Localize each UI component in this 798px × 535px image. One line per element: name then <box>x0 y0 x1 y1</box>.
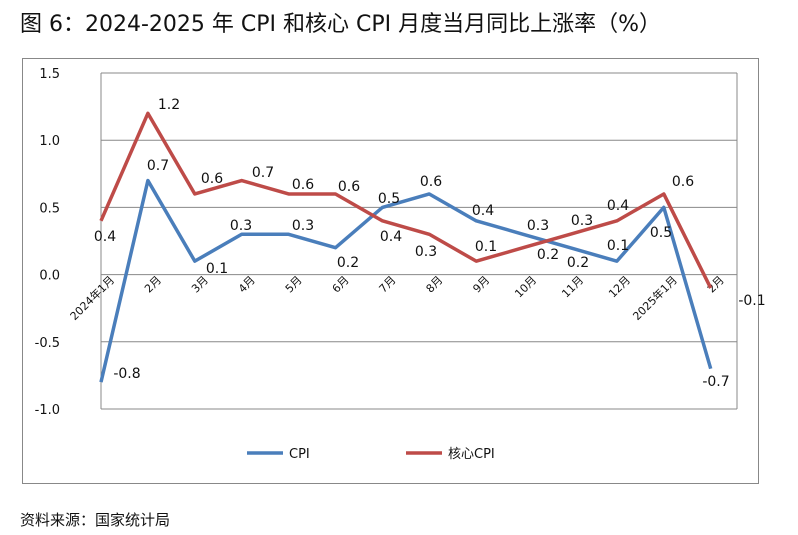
data-label: 0.4 <box>380 229 402 245</box>
y-tick-label: 0.5 <box>39 201 60 216</box>
data-label: -0.8 <box>113 366 140 382</box>
data-label: 0.6 <box>338 179 360 195</box>
x-tick-label: 11月 <box>559 274 586 301</box>
data-label: 0.1 <box>607 238 629 254</box>
x-tick-label: 7月 <box>377 274 399 296</box>
x-tick-label: 9月 <box>470 274 492 296</box>
data-label: 1.2 <box>158 97 180 113</box>
data-label: 0.3 <box>230 218 252 234</box>
data-label: 0.2 <box>567 255 589 271</box>
data-label: 0.6 <box>292 177 314 193</box>
x-tick-label: 2024年1月 <box>67 273 117 323</box>
data-label: 0.3 <box>415 244 437 260</box>
data-label: 0.6 <box>672 174 694 190</box>
data-label: 0.4 <box>607 198 629 214</box>
data-label: 0.4 <box>94 229 116 245</box>
data-label: 0.6 <box>420 174 442 190</box>
data-label: 0.1 <box>475 239 497 255</box>
y-tick-label: -0.5 <box>35 336 60 351</box>
chart-title: 图 6：2024-2025 年 CPI 和核心 CPI 月度当月同比上涨率（%） <box>20 12 662 37</box>
data-label: 0.7 <box>147 158 169 174</box>
data-label: 0.5 <box>378 191 400 207</box>
x-tick-label: 4月 <box>236 274 258 296</box>
x-tick-label: 12月 <box>606 274 633 301</box>
data-label: 0.3 <box>571 213 593 229</box>
data-label: 0.3 <box>292 218 314 234</box>
data-label: 0.4 <box>472 203 494 219</box>
data-label: 0.6 <box>201 171 223 187</box>
data-label: 0.5 <box>650 225 672 241</box>
y-tick-label: -1.0 <box>35 403 60 418</box>
x-tick-label: 2月 <box>142 274 164 296</box>
y-tick-label: 0.0 <box>39 269 60 284</box>
series-line-core-cpi <box>99 111 713 289</box>
data-label: -0.1 <box>738 293 765 309</box>
x-tick-label: 2025年1月 <box>630 273 680 323</box>
x-tick-label: 8月 <box>424 274 446 296</box>
y-tick-label: 1.5 <box>39 67 60 82</box>
legend-label: CPI <box>289 447 310 462</box>
series-line-cpi <box>99 178 713 383</box>
data-label: 0.3 <box>527 218 549 234</box>
x-tick-label: 10月 <box>512 274 539 301</box>
legend-label: 核心CPI <box>448 447 495 462</box>
data-label: 0.1 <box>206 261 228 277</box>
data-label: 0.2 <box>537 247 559 263</box>
x-tick-label: 6月 <box>330 274 352 296</box>
data-label: 0.2 <box>337 255 359 271</box>
data-label: 0.7 <box>252 165 274 181</box>
x-tick-label: 5月 <box>283 274 305 296</box>
data-label: -0.7 <box>702 374 729 390</box>
source-note: 资料来源：国家统计局 <box>20 511 171 529</box>
chart-frame <box>22 58 759 484</box>
y-tick-label: 1.0 <box>39 134 60 149</box>
